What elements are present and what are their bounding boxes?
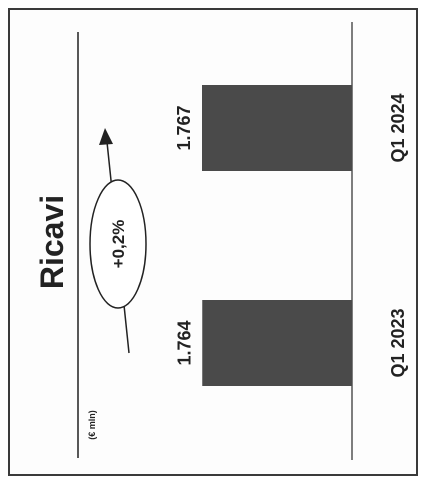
bar-q1-2023	[202, 300, 352, 386]
value-label: 1.764	[174, 320, 194, 365]
arrow-head-icon	[99, 128, 113, 145]
chart-title: Ricavi	[34, 195, 70, 289]
unit-label: (€ mln)	[87, 410, 97, 440]
bars-layer: 1.764 Q1 2023 1.767 Q1 2024	[174, 85, 408, 386]
category-label: Q1 2023	[388, 308, 408, 377]
bar-q1-2024	[202, 85, 352, 171]
value-label: 1.767	[174, 105, 194, 150]
growth-annotation: +0,2%	[89, 128, 147, 354]
growth-label: +0,2%	[109, 220, 128, 269]
category-label: Q1 2024	[388, 93, 408, 162]
growth-ellipse	[89, 179, 147, 309]
